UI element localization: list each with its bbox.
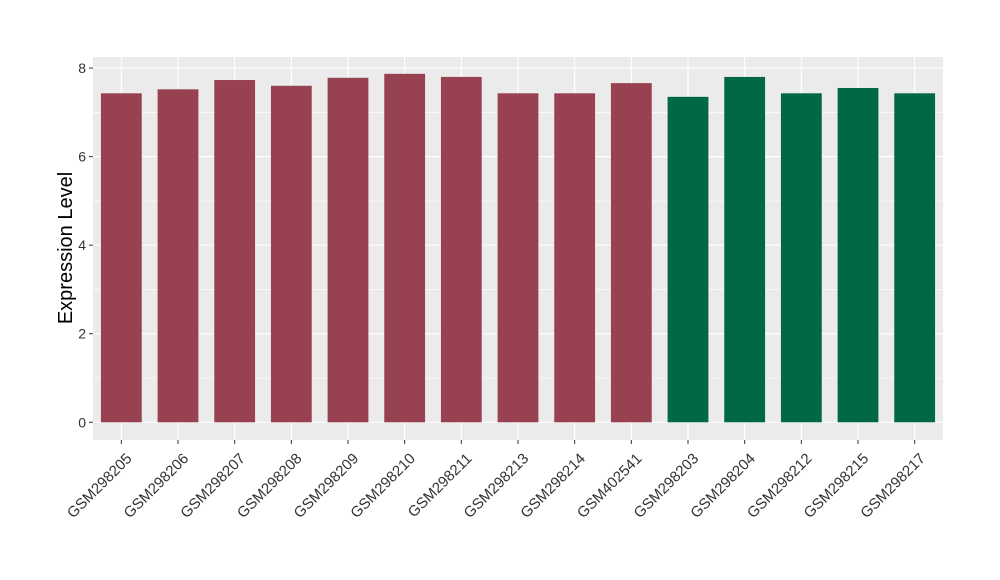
bar-gsm298210 — [384, 73, 426, 423]
y-tick-label: 6 — [78, 149, 86, 165]
y-axis: 0 2 4 6 8 — [78, 60, 93, 430]
y-tick-label: 8 — [78, 60, 86, 76]
y-tick-label: 4 — [78, 237, 86, 253]
bar-gsm298204 — [724, 76, 766, 423]
bar-gsm402541 — [610, 83, 652, 423]
bar-gsm298217 — [894, 93, 936, 423]
bar-gsm298215 — [837, 87, 879, 423]
bar-gsm298205 — [100, 93, 142, 423]
bar-gsm298207 — [214, 80, 256, 423]
bars-group — [100, 73, 936, 423]
y-axis-title: Expression Level — [55, 172, 77, 324]
y-tick-label: 2 — [78, 326, 86, 342]
bar-gsm298203 — [667, 96, 709, 423]
bar-gsm298211 — [440, 76, 482, 423]
bar-gsm298209 — [327, 77, 369, 423]
bar-gsm298206 — [157, 89, 199, 423]
bar-gsm298212 — [780, 93, 822, 423]
y-tick-label: 0 — [78, 414, 86, 430]
bar-gsm298208 — [270, 85, 312, 423]
x-axis: GSM298205GSM298206GSM298207GSM298208GSM2… — [64, 440, 929, 522]
bar-gsm298213 — [497, 93, 539, 423]
bar-gsm298214 — [554, 93, 596, 423]
